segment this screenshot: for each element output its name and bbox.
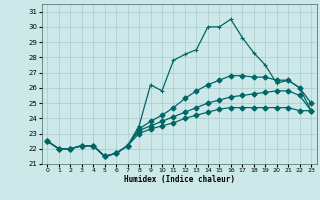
X-axis label: Humidex (Indice chaleur): Humidex (Indice chaleur) <box>124 175 235 184</box>
